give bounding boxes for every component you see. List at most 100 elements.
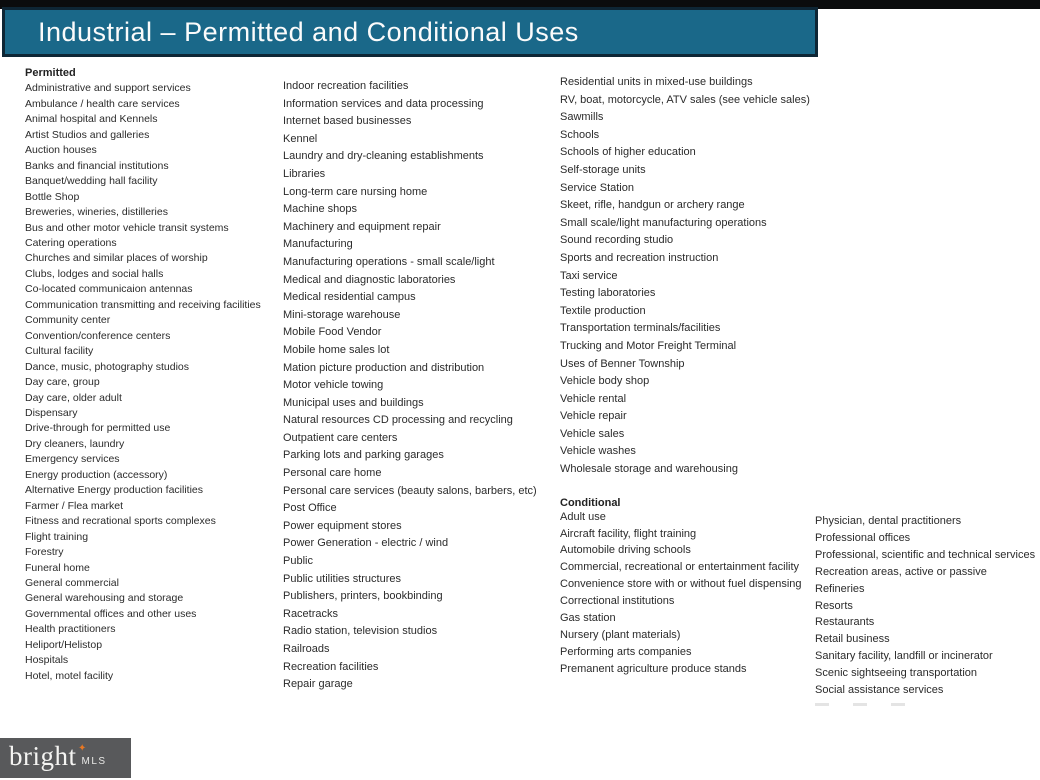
list-item: Uses of Benner Township — [560, 357, 685, 370]
list-item: Forestry — [25, 546, 64, 559]
list-item: Bottle Shop — [25, 190, 80, 203]
list-item: Mobile home sales lot — [283, 343, 390, 356]
list-item: Co-located communicaion antennas — [25, 283, 193, 296]
list-item: Artist Studios and galleries — [25, 128, 150, 141]
list-item: Recreation facilities — [283, 660, 379, 673]
list-item: Machine shops — [283, 203, 357, 216]
list-item: Commercial, recreational or entertainmen… — [560, 561, 800, 574]
list-item: Small scale/light manufacturing operatio… — [560, 216, 767, 229]
list-item: Vehicle sales — [560, 427, 625, 440]
list-item: Heliport/Helistop — [25, 638, 103, 651]
list-item: General commercial — [25, 576, 119, 589]
list-item: Energy production (accessory) — [25, 468, 168, 481]
list-item: Flight training — [25, 530, 89, 543]
list-item: Day care, older adult — [25, 391, 122, 404]
permitted-column-1: Permitted Administrative and support ser… — [25, 66, 281, 684]
list-item: Animal hospital and Kennels — [25, 113, 158, 126]
list-item: Mobile Food Vendor — [283, 326, 382, 339]
list-item: Natural resources CD processing and recy… — [283, 414, 513, 427]
list-item: Sawmills — [560, 111, 604, 124]
list-item: Machinery and equipment repair — [283, 220, 441, 233]
list-item: Trucking and Motor Freight Terminal — [560, 339, 737, 352]
list-item: Breweries, wineries, distilleries — [25, 206, 168, 219]
list-item: Banks and financial institutions — [25, 159, 169, 172]
list-item: Post Office — [283, 502, 337, 515]
list-item: Self-storage units — [560, 163, 646, 176]
list-item: Laundry and dry-cleaning establishments — [283, 150, 484, 163]
list-item: Information services and data processing — [283, 97, 484, 110]
list-item: Motor vehicle towing — [283, 379, 384, 392]
permitted-list-2: Indoor recreation facilities Information … — [283, 78, 557, 694]
list-item: Personal care home — [283, 467, 382, 480]
list-item: Sports and recreation instruction — [560, 251, 719, 264]
permitted-column-2: Indoor recreation facilities Information … — [283, 78, 557, 694]
permitted-list-1: Administrative and support services Ambul… — [25, 81, 281, 684]
list-item: Skeet, rifle, handgun or archery range — [560, 199, 745, 212]
conditional-column-2: Physician, dental practitioners Professio… — [815, 513, 1040, 706]
list-item: Churches and similar places of worship — [25, 252, 208, 265]
list-item: Vehicle rental — [560, 392, 627, 405]
list-item: Long-term care nursing home — [283, 185, 428, 198]
brand-suffix-label: MLS — [81, 755, 107, 767]
list-item: Bus and other motor vehicle transit syst… — [25, 221, 229, 234]
list-item: Resorts — [815, 599, 853, 612]
list-item: Automobile driving schools — [560, 544, 691, 557]
list-item: Alternative Energy production facilities — [25, 484, 204, 497]
list-item: Service Station — [560, 181, 634, 194]
list-item: Retail business — [815, 633, 890, 646]
list-item: Internet based businesses — [283, 115, 412, 128]
list-item: Medical and diagnostic laboratories — [283, 273, 456, 286]
cutoff-text-fragment — [815, 702, 905, 706]
list-item: Communication transmitting and receiving… — [25, 298, 261, 311]
list-item: Health practitioners — [25, 623, 116, 636]
list-item: Power Generation - electric / wind — [283, 537, 449, 550]
list-item: Refineries — [815, 582, 865, 595]
top-border-strip — [0, 0, 1040, 9]
list-item: Personal care services (beauty salons, b… — [283, 484, 537, 497]
bright-mls-logo: bright ✦ MLS — [0, 738, 131, 778]
section-gap — [560, 479, 840, 497]
list-item: Governmental offices and other uses — [25, 607, 197, 620]
list-item: Publishers, printers, bookbinding — [283, 590, 443, 603]
list-item: Outpatient care centers — [283, 431, 398, 444]
list-item: Transportation terminals/facilities — [560, 322, 721, 335]
list-item: Fitness and recrational sports complexes — [25, 515, 216, 528]
list-item: Wholesale storage and warehousing — [560, 463, 738, 476]
list-item: Vehicle washes — [560, 445, 636, 458]
list-item: Aircraft facility, flight training — [560, 527, 697, 540]
list-item: Restaurants — [815, 616, 875, 629]
permitted-list-3: Residential units in mixed-use buildings… — [560, 74, 840, 479]
list-item: Manufacturing — [283, 238, 353, 251]
title-bar: Industrial – Permitted and Conditional U… — [2, 7, 818, 57]
list-item: Taxi service — [560, 269, 618, 282]
list-item: Medical residential campus — [283, 291, 416, 304]
list-item: Residential units in mixed-use buildings — [560, 76, 753, 88]
list-item: Parking lots and parking garages — [283, 449, 444, 462]
list-item: Dispensary — [25, 406, 78, 419]
list-item: Community center — [25, 314, 111, 327]
list-item: Kennel — [283, 132, 318, 145]
list-item: Premanent agriculture produce stands — [560, 662, 747, 675]
list-item: Textile production — [560, 304, 646, 317]
list-item: Catering operations — [25, 236, 117, 249]
list-item: General warehousing and storage — [25, 592, 184, 605]
list-item: Libraries — [283, 167, 326, 180]
conditional-list-1: Adult use Aircraft facility, flight train… — [560, 509, 840, 678]
list-item: Public — [283, 555, 313, 568]
list-item: Mation picture production and distributi… — [283, 361, 485, 374]
list-item: Drive-through for permitted use — [25, 422, 171, 435]
permitted-heading: Permitted — [25, 67, 76, 79]
list-item: Indoor recreation facilities — [283, 80, 409, 92]
list-item: Schools — [560, 128, 600, 141]
list-item: Scenic sightseeing transportation — [815, 667, 978, 680]
list-item: Administrative and support services — [25, 82, 191, 95]
list-item: Testing laboratories — [560, 287, 656, 300]
list-item: Municipal uses and buildings — [283, 396, 424, 409]
list-item: Convenience store with or without fuel d… — [560, 578, 802, 591]
list-item: Vehicle body shop — [560, 375, 650, 388]
list-item: Auction houses — [25, 144, 97, 157]
list-item: Professional, scientific and technical s… — [815, 548, 1036, 561]
list-item: Convention/conference centers — [25, 329, 171, 342]
list-item: Cultural facility — [25, 345, 94, 358]
list-item: Clubs, lodges and social halls — [25, 267, 164, 280]
